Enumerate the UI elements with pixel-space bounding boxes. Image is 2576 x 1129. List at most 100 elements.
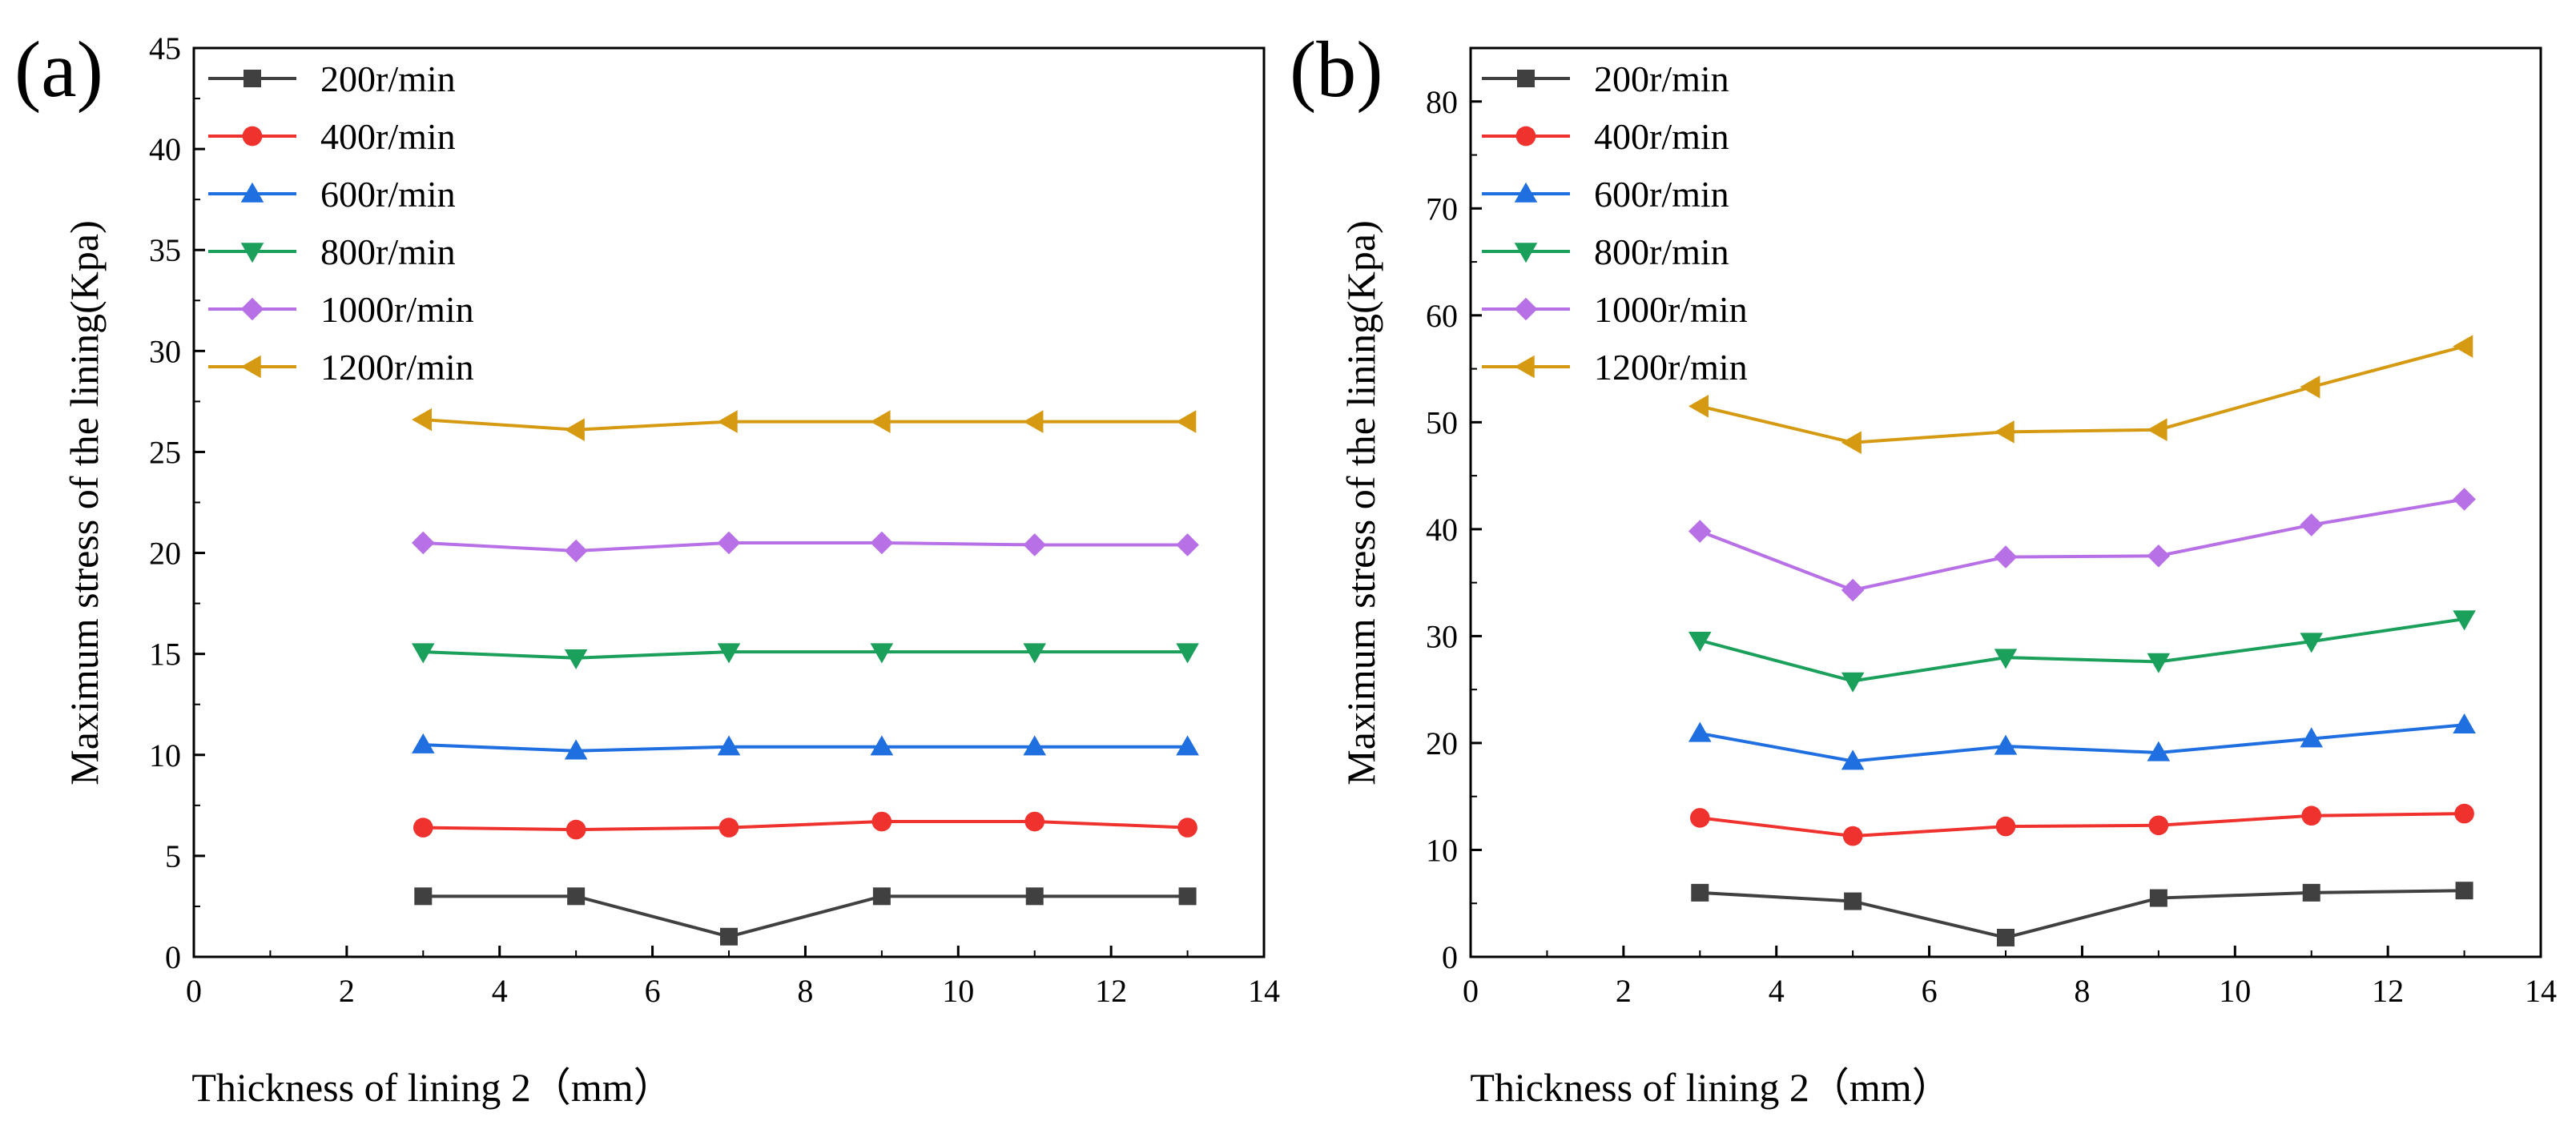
- legend: 200r/min 400r/min 600r/min 800r/min 1000r/mi…: [208, 58, 474, 388]
- data-point: [1688, 632, 1712, 653]
- data-point: [1995, 816, 2016, 837]
- x-tick-label: 6: [1922, 973, 1938, 1009]
- plot-area: 0 2 4 6 8 10 12 14 0 10 20 30 40 50 60 70 80: [1426, 46, 2557, 1009]
- x-tick-label: 8: [2074, 973, 2090, 1009]
- data-point: [2148, 815, 2169, 836]
- legend-marker: [1514, 243, 1538, 263]
- data-point: [1994, 734, 2018, 755]
- y-axis-title: Maximum stress of the lining(Kpa): [1338, 220, 1383, 785]
- series-line: [1699, 723, 2465, 763]
- data-point: [717, 643, 741, 664]
- data-point: [414, 887, 433, 906]
- y-tick-label: 25: [149, 434, 181, 470]
- data-point: [720, 927, 738, 946]
- data-point: [1024, 811, 1045, 832]
- data-point: [1844, 892, 1862, 910]
- series-line: [1699, 497, 2465, 593]
- y-axis-title: Maximum stress of the lining(Kpa): [62, 220, 107, 785]
- x-tick-label: 4: [1769, 973, 1785, 1009]
- chart-panel-b: (b) Thickness of lining 2（mm） Maximum st…: [1290, 25, 2557, 1110]
- legend-marker: [1517, 70, 1535, 87]
- data-point: [564, 649, 588, 670]
- x-tick-label: 10: [2219, 973, 2251, 1009]
- x-tick-label: 0: [1463, 973, 1479, 1009]
- data-point: [870, 643, 894, 664]
- y-tick-label: 35: [149, 232, 181, 268]
- y-tick-label: 50: [1426, 404, 1458, 440]
- data-point: [1023, 533, 1047, 556]
- y-tick-label: 40: [149, 131, 181, 167]
- data-point: [1997, 928, 2015, 946]
- y-tick-label: 10: [149, 737, 181, 773]
- legend-label: 400r/min: [320, 116, 456, 157]
- y-tick-label: 30: [1426, 618, 1458, 654]
- series-line: [423, 894, 1188, 938]
- y-tick-label: 60: [1426, 298, 1458, 334]
- series-line: [423, 418, 1188, 432]
- legend-marker: [1514, 182, 1538, 203]
- legend-marker: [240, 297, 264, 321]
- data-point: [2300, 633, 2324, 653]
- data-point: [717, 531, 741, 555]
- y-tick-label: 30: [149, 333, 181, 369]
- y-tick-label: 40: [1426, 512, 1458, 548]
- data-point: [1841, 578, 1865, 602]
- y-tick-label: 0: [165, 939, 181, 975]
- series-line: [423, 650, 1188, 660]
- legend-marker: [240, 355, 261, 379]
- series-line: [1700, 889, 2465, 940]
- data-point: [872, 887, 891, 906]
- data-point: [1176, 533, 1199, 556]
- legend-label: 800r/min: [1594, 231, 1729, 272]
- data-point: [566, 819, 586, 840]
- panel-label: (b): [1290, 25, 1383, 114]
- series-line: [423, 540, 1188, 553]
- legend-label: 200r/min: [320, 58, 456, 99]
- x-tick-label: 2: [1616, 973, 1632, 1009]
- data-point: [411, 733, 435, 753]
- series-line: [423, 743, 1188, 753]
- panel-label: (a): [14, 25, 103, 114]
- data-point: [2453, 610, 2476, 631]
- data-point: [1023, 410, 1044, 433]
- series-line: [1699, 617, 2465, 683]
- data-point: [2302, 883, 2320, 902]
- data-point: [2301, 806, 2322, 826]
- plot-area: 0 2 4 6 8 10 12 14 0 5 10 15 20 25 30 35 40 45: [149, 30, 1280, 1009]
- legend-label: 400r/min: [1594, 116, 1729, 157]
- data-point: [1994, 649, 2018, 669]
- x-tick-label: 12: [2372, 973, 2404, 1009]
- legend-label: 200r/min: [1594, 58, 1729, 99]
- x-tick-label: 10: [942, 973, 974, 1009]
- legend: 200r/min 400r/min 600r/min 800r/min 1000r/mi…: [1482, 58, 1748, 388]
- legend-marker: [240, 182, 264, 203]
- data-point: [1842, 826, 1863, 846]
- data-point: [2147, 418, 2167, 441]
- legend-label: 1200r/min: [1594, 347, 1748, 388]
- data-point: [1177, 818, 1197, 838]
- data-point: [870, 735, 894, 756]
- data-point: [1994, 420, 2015, 444]
- data-point: [2453, 335, 2473, 358]
- data-point: [2149, 889, 2167, 907]
- legend-label: 1000r/min: [1594, 289, 1748, 330]
- y-tick-label: 70: [1426, 191, 1458, 227]
- data-point: [1688, 721, 1712, 742]
- data-point: [1178, 887, 1197, 906]
- series-line: [1700, 812, 2465, 838]
- data-point: [1994, 545, 2018, 569]
- y-tick-label: 0: [1442, 939, 1458, 975]
- data-point: [718, 818, 739, 838]
- x-tick-label: 2: [339, 973, 355, 1009]
- legend-marker: [1514, 297, 1538, 321]
- y-tick-label: 45: [149, 30, 181, 66]
- data-point: [1023, 735, 1047, 756]
- y-tick-label: 5: [165, 838, 181, 874]
- data-point: [1176, 643, 1199, 664]
- data-point: [1841, 749, 1865, 770]
- y-tick-label: 20: [149, 536, 181, 572]
- data-point: [1841, 431, 1862, 455]
- data-point: [411, 531, 435, 555]
- legend-marker: [242, 126, 263, 147]
- data-point: [1025, 887, 1044, 906]
